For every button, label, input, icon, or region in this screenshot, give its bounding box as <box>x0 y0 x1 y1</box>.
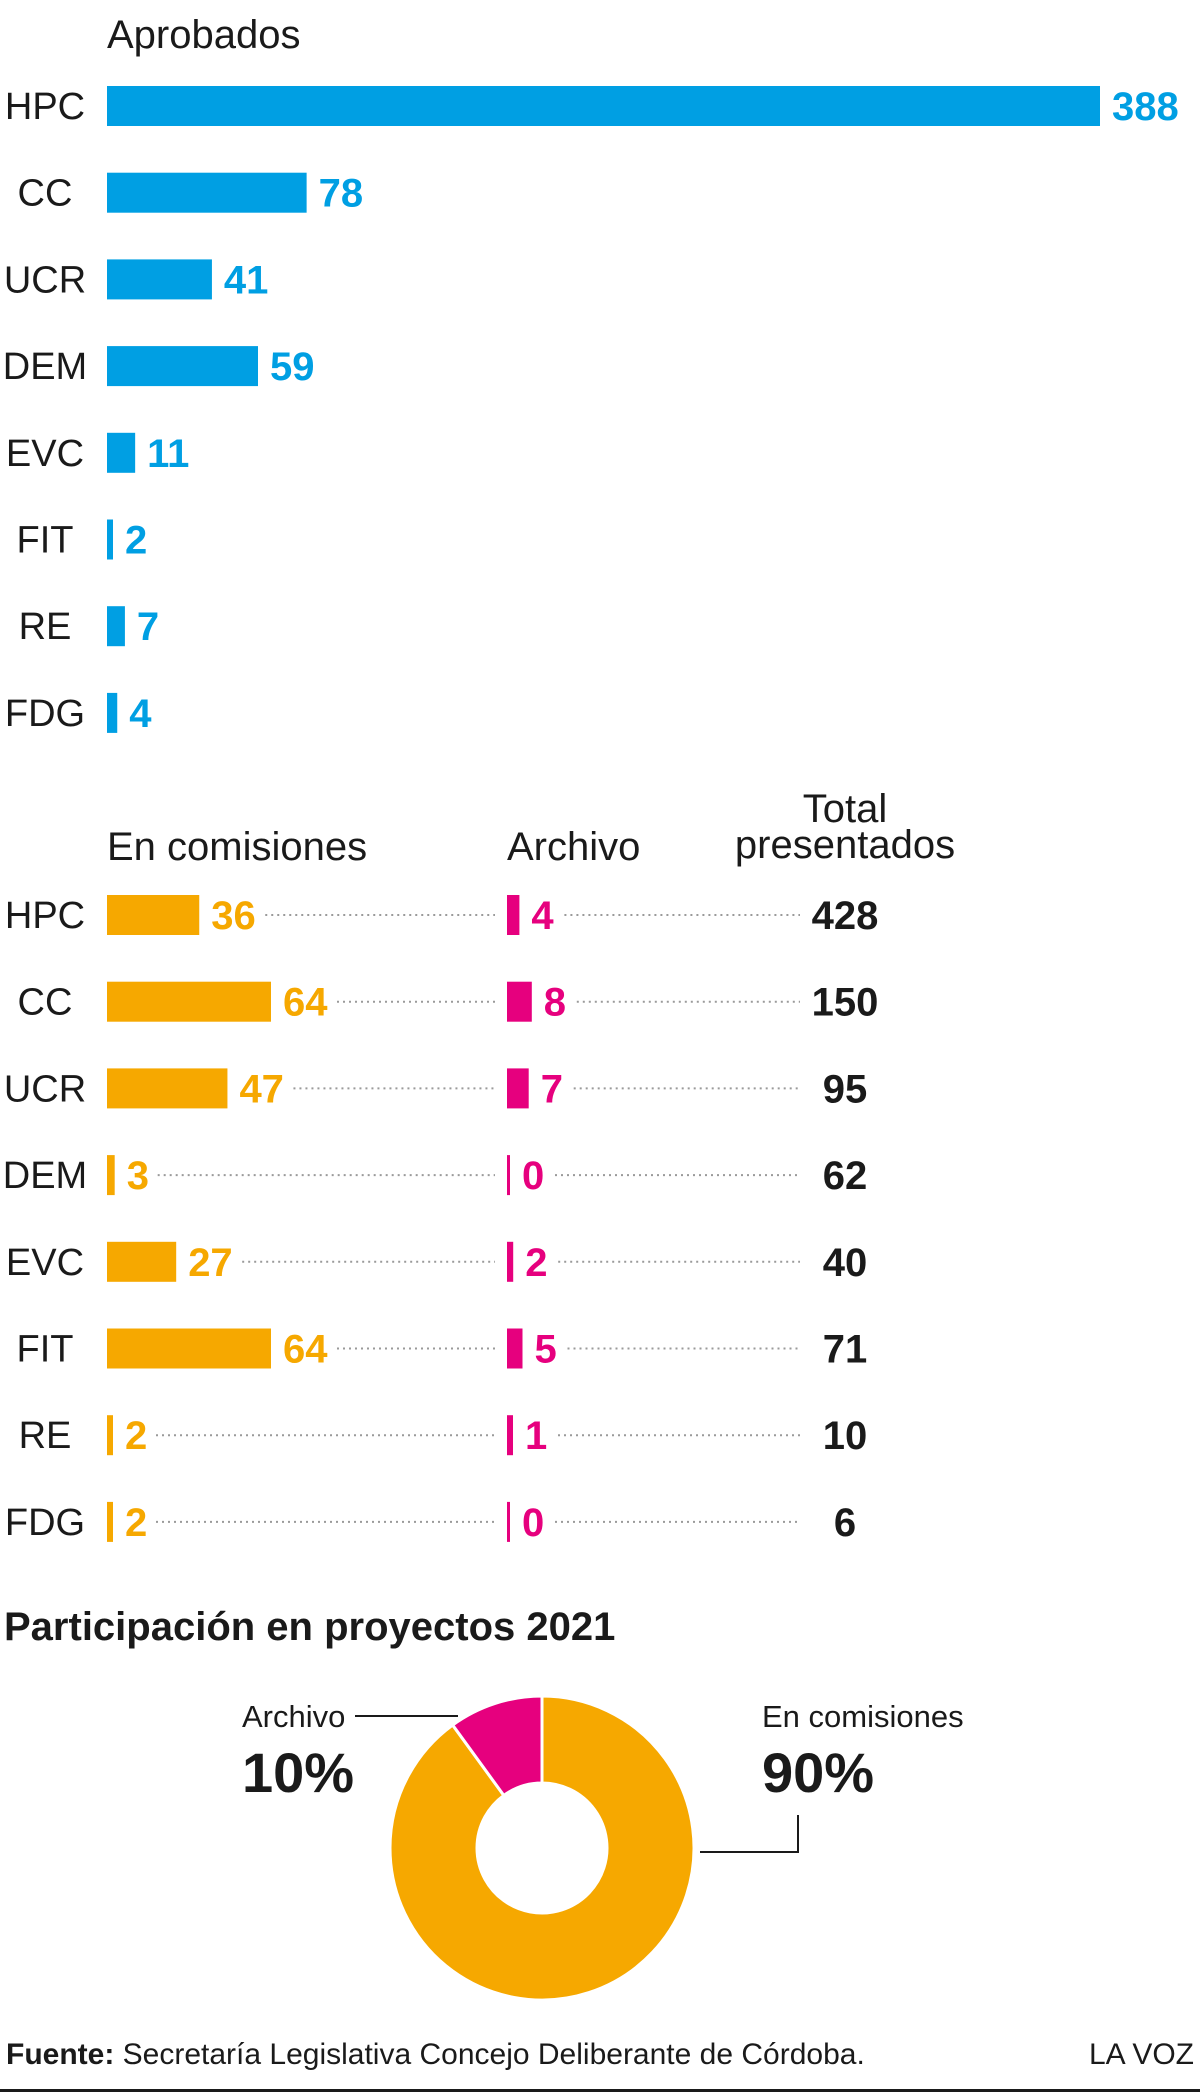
approved-value-evc: 11 <box>147 432 189 476</box>
archivo-value-hpc: 4 <box>531 894 554 938</box>
archivo-value-dem: 0 <box>522 1154 544 1198</box>
total-value-re: 10 <box>823 1414 868 1458</box>
archivo-bar-hpc <box>507 895 520 935</box>
comisiones-value-hpc: 36 <box>211 894 256 938</box>
approved-bar-cc <box>107 172 307 213</box>
comisiones-bar-cc <box>107 981 271 1022</box>
archivo-value-evc: 2 <box>525 1241 547 1285</box>
party-label-2-hpc: HPC <box>5 895 85 937</box>
participation-donut-chart: Participación en proyectos 2021 En comisi… <box>4 1605 964 2002</box>
archivo-value-cc: 8 <box>544 981 566 1025</box>
total-header-line-1: Total <box>803 787 888 831</box>
approved-bar-ucr <box>107 259 212 300</box>
source-text: Secretaría Legislativa Concejo Deliberan… <box>122 2038 865 2071</box>
comisiones-value-ucr: 47 <box>239 1067 284 1111</box>
total-value-dem: 62 <box>823 1154 868 1198</box>
party-label-fit: FIT <box>17 520 74 562</box>
comisiones-value-cc: 64 <box>283 981 328 1025</box>
donut-slice-archivo <box>450 1694 544 1798</box>
footer: Fuente: Secretaría Legislativa Concejo D… <box>0 2030 1200 2080</box>
comisiones-bar-dem <box>107 1155 115 1196</box>
archivo-bar-evc <box>507 1241 514 1282</box>
approved-bar-dem <box>107 346 258 387</box>
archivo-value-re: 1 <box>525 1414 547 1458</box>
approved-bar-fit <box>107 519 113 560</box>
approved-bar-re <box>107 606 125 647</box>
comisiones-value-fdg: 2 <box>125 1501 147 1545</box>
donut-percent-en-comisiones: 90% <box>762 1741 874 1804</box>
total-value-ucr: 95 <box>823 1067 868 1111</box>
party-label-dem: DEM <box>3 346 87 388</box>
brand-name: LA VOZ <box>1088 2038 1194 2071</box>
comisiones-bar-evc <box>107 1241 177 1282</box>
archivo-value-ucr: 7 <box>541 1067 563 1111</box>
approved-bar-fdg <box>107 692 118 733</box>
archivo-header: Archivo <box>507 825 640 869</box>
party-label-2-ucr: UCR <box>4 1068 86 1110</box>
party-label-evc: EVC <box>6 433 84 475</box>
archivo-bar-fdg <box>507 1501 510 1542</box>
donut-leader-en-comisiones <box>700 1815 799 1853</box>
comisiones-header: En comisiones <box>107 825 367 869</box>
comisiones-bar-fit <box>107 1328 271 1369</box>
comisiones-value-dem: 3 <box>127 1154 149 1198</box>
donut-label-en-comisiones: En comisiones <box>762 1699 964 1734</box>
party-label-2-dem: DEM <box>3 1155 87 1197</box>
archivo-bar-ucr <box>507 1068 529 1109</box>
comisiones-bar-fdg <box>107 1501 113 1542</box>
comisiones-value-re: 2 <box>125 1414 147 1458</box>
source-note: Fuente: Secretaría Legislativa Concejo D… <box>6 2038 865 2072</box>
party-label-2-re: RE <box>19 1415 72 1457</box>
approved-title: Aprobados <box>107 13 300 57</box>
donut-title: Participación en proyectos 2021 <box>4 1605 615 1649</box>
party-label-fdg: FDG <box>5 693 85 735</box>
party-label-cc: CC <box>18 173 73 215</box>
party-label-ucr: UCR <box>4 259 86 301</box>
archivo-bar-dem <box>507 1155 510 1196</box>
comisiones-value-evc: 27 <box>188 1241 233 1285</box>
approved-bar-hpc <box>107 86 1100 126</box>
approved-value-fdg: 4 <box>129 692 152 736</box>
total-value-hpc: 428 <box>812 894 879 938</box>
party-label-hpc: HPC <box>5 86 85 128</box>
archivo-bar-cc <box>507 981 532 1022</box>
party-label-re: RE <box>19 606 72 648</box>
archivo-bar-re <box>507 1415 513 1456</box>
total-value-cc: 150 <box>812 981 879 1025</box>
archivo-bar-fit <box>507 1328 523 1369</box>
comisiones-value-fit: 64 <box>283 1328 328 1372</box>
total-value-evc: 40 <box>823 1241 868 1285</box>
approved-bar-chart: Aprobados HPC 388 CC 78 UCR 41 DEM 59 EVC 11 FIT 2 RE… <box>3 13 1179 736</box>
donut-slice-en-comisiones <box>388 1694 696 2002</box>
party-label-2-fdg: FDG <box>5 1502 85 1544</box>
comisiones-bar-hpc <box>107 895 200 935</box>
approved-bar-evc <box>107 432 136 473</box>
approved-value-re: 7 <box>137 605 159 649</box>
approved-value-cc: 78 <box>319 172 364 216</box>
donut-label-archivo: Archivo <box>242 1699 345 1734</box>
total-value-fit: 71 <box>823 1328 868 1372</box>
source-label: Fuente: <box>6 2038 115 2071</box>
total-value-fdg: 6 <box>834 1501 856 1545</box>
approved-value-fit: 2 <box>125 519 147 563</box>
party-label-2-fit: FIT <box>17 1329 74 1371</box>
comisiones-bar-ucr <box>107 1068 228 1109</box>
total-header-line-2: presentados <box>735 823 955 867</box>
donut-percent-archivo: 10% <box>242 1741 354 1804</box>
approved-value-dem: 59 <box>270 345 315 389</box>
party-label-2-cc: CC <box>18 982 73 1024</box>
comisiones-bar-re <box>107 1415 113 1456</box>
archivo-value-fit: 5 <box>535 1328 557 1372</box>
approved-value-ucr: 41 <box>224 258 269 302</box>
footer-divider <box>0 2089 1200 2092</box>
archivo-value-fdg: 0 <box>522 1501 544 1545</box>
approved-value-hpc: 388 <box>1112 85 1179 129</box>
party-label-2-evc: EVC <box>6 1242 84 1284</box>
